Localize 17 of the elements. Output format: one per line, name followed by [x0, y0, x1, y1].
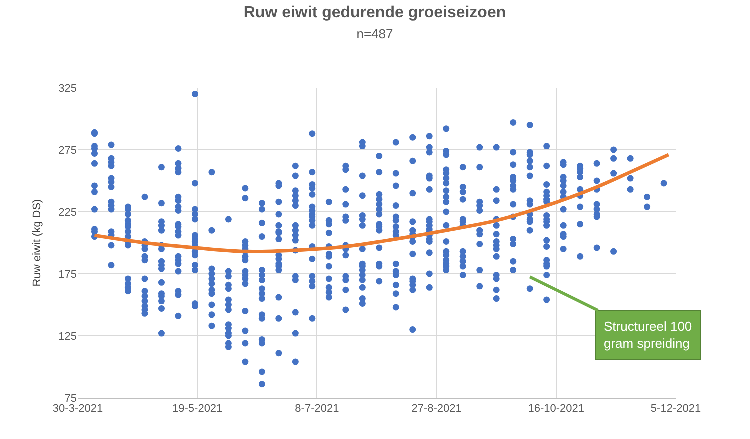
y-tick-label: 325 — [58, 82, 77, 95]
x-tick-label: 30-3-2021 — [52, 403, 104, 416]
annotation: Structureel 100 gram spreiding — [604, 319, 692, 351]
line-series — [92, 153, 671, 254]
x-tick-label: 19-5-2021 — [172, 403, 223, 416]
chart-title: Ruw eiwit gedurende groeiseizoen — [244, 4, 506, 22]
x-tick-label: 16-10-2021 — [528, 403, 585, 416]
y-tick-label: 125 — [58, 330, 77, 343]
x-tick-label: 5-12-2021 — [650, 403, 702, 416]
y-tick-label: 225 — [58, 206, 77, 219]
chart-subtitle: n=487 — [356, 26, 394, 42]
y-tick-label: 275 — [58, 144, 77, 157]
x-tick-label: 27-8-2021 — [412, 403, 462, 416]
y-axis-title: Ruw eiwit (kg DS) — [31, 199, 44, 287]
y-tick-label: 175 — [58, 268, 77, 281]
y-tick-label: 75 — [64, 392, 77, 405]
x-tick-label: 8-7-2021 — [295, 403, 340, 416]
